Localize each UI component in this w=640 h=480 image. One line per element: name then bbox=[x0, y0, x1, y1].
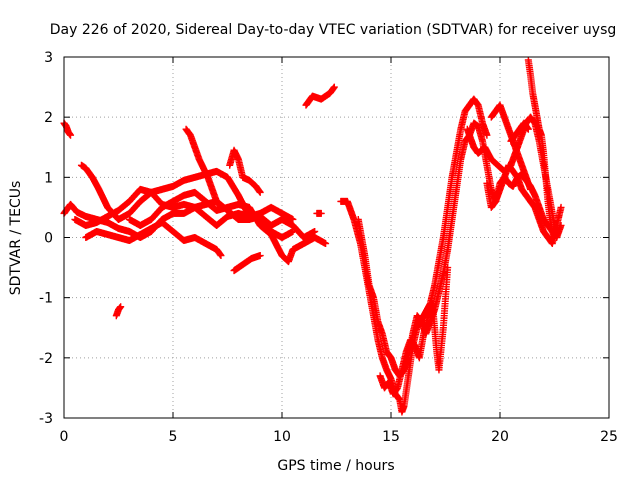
data-point bbox=[67, 131, 75, 139]
data-point bbox=[117, 303, 125, 311]
x-tick-label: 25 bbox=[600, 429, 618, 445]
data-points bbox=[60, 56, 565, 416]
series-5 bbox=[82, 218, 225, 260]
data-point bbox=[289, 227, 297, 235]
y-axis-label: SDTVAR / TECUs bbox=[8, 181, 24, 296]
data-point bbox=[217, 252, 225, 260]
series-7 bbox=[182, 125, 225, 211]
series-20 bbox=[507, 119, 532, 145]
y-tick-label: -3 bbox=[39, 411, 53, 427]
y-tick-label: -1 bbox=[39, 291, 53, 307]
series-14 bbox=[354, 119, 565, 380]
data-point bbox=[524, 125, 532, 133]
series-15 bbox=[376, 264, 452, 398]
data-point bbox=[311, 227, 319, 235]
grid bbox=[64, 57, 609, 418]
data-point bbox=[322, 240, 330, 248]
data-point bbox=[217, 203, 225, 211]
data-point bbox=[444, 264, 452, 272]
data-point bbox=[330, 83, 338, 91]
data-point bbox=[256, 252, 264, 260]
y-tick-label: 2 bbox=[44, 110, 53, 126]
series-13 bbox=[337, 95, 491, 416]
data-point bbox=[256, 188, 264, 196]
series-11 bbox=[302, 83, 338, 109]
y-tick-label: -2 bbox=[39, 351, 53, 367]
series-19 bbox=[524, 56, 558, 241]
axis-ticks: 0 5 10 15 20 25 -3 -2 -1 0 1 2 3 bbox=[39, 50, 618, 445]
y-tick-label: 3 bbox=[44, 50, 53, 66]
data-point bbox=[551, 234, 558, 241]
x-tick-label: 10 bbox=[273, 429, 291, 445]
x-tick-label: 20 bbox=[491, 429, 509, 445]
data-point bbox=[317, 209, 325, 217]
data-point bbox=[483, 131, 491, 139]
chart-title: Day 226 of 2020, Sidereal Day-to-day VTE… bbox=[50, 22, 617, 38]
series-10 bbox=[112, 303, 125, 320]
y-tick-label: 1 bbox=[44, 170, 53, 186]
series-8 bbox=[226, 146, 264, 196]
data-point bbox=[557, 221, 565, 229]
x-tick-label: 5 bbox=[169, 429, 178, 445]
data-point bbox=[557, 203, 565, 211]
x-tick-label: 15 bbox=[382, 429, 400, 445]
series-6 bbox=[125, 188, 330, 266]
y-tick-label: 0 bbox=[44, 231, 53, 247]
x-tick-label: 0 bbox=[60, 429, 69, 445]
series-12 bbox=[313, 209, 325, 217]
x-axis-label: GPS time / hours bbox=[277, 458, 394, 474]
series-9 bbox=[230, 252, 264, 275]
data-point bbox=[289, 215, 297, 223]
series-2 bbox=[60, 119, 75, 139]
